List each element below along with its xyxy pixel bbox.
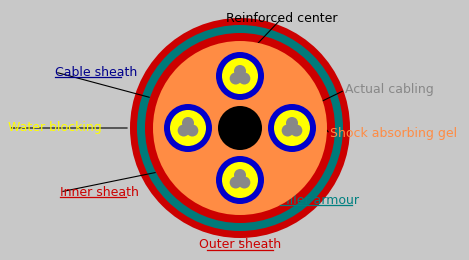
Circle shape	[268, 104, 316, 152]
Circle shape	[153, 41, 327, 215]
Text: Reinforced center: Reinforced center	[226, 11, 338, 24]
Circle shape	[182, 117, 194, 129]
Circle shape	[286, 117, 298, 129]
Circle shape	[164, 104, 212, 152]
Text: Shock absorbing gel: Shock absorbing gel	[330, 127, 457, 140]
Text: Filler armour: Filler armour	[280, 193, 359, 206]
Circle shape	[137, 25, 343, 231]
Text: Cable sheath: Cable sheath	[55, 66, 137, 79]
Circle shape	[218, 106, 262, 150]
Circle shape	[222, 162, 258, 198]
Circle shape	[186, 125, 198, 136]
Text: Actual cabling: Actual cabling	[345, 83, 434, 96]
Circle shape	[170, 110, 206, 146]
Circle shape	[222, 58, 258, 94]
Circle shape	[238, 177, 250, 188]
Text: Outer sheath: Outer sheath	[199, 238, 281, 251]
Circle shape	[234, 65, 246, 77]
Circle shape	[238, 73, 250, 84]
Circle shape	[274, 110, 310, 146]
Circle shape	[216, 156, 264, 204]
Circle shape	[230, 73, 242, 84]
Circle shape	[282, 125, 294, 136]
Circle shape	[130, 18, 350, 238]
Text: Inner sheath: Inner sheath	[60, 185, 139, 198]
Circle shape	[234, 169, 246, 181]
Circle shape	[145, 33, 335, 223]
Circle shape	[290, 125, 303, 136]
Text: Water blocking: Water blocking	[8, 121, 102, 134]
Circle shape	[178, 125, 189, 136]
Circle shape	[230, 177, 242, 188]
Circle shape	[216, 52, 264, 100]
